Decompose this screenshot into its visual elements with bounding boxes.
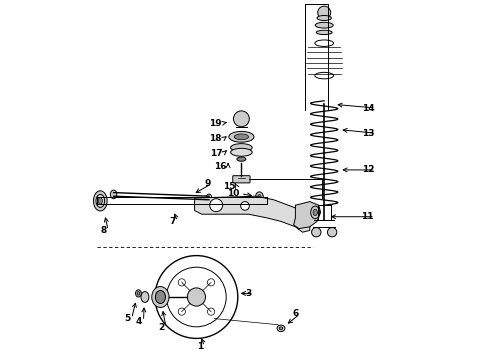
Ellipse shape	[317, 15, 331, 21]
Circle shape	[178, 279, 185, 286]
Circle shape	[241, 202, 249, 210]
Ellipse shape	[255, 192, 263, 203]
Ellipse shape	[136, 290, 141, 297]
Ellipse shape	[231, 144, 252, 152]
Text: 2: 2	[158, 323, 165, 332]
Text: 14: 14	[362, 104, 374, 113]
Ellipse shape	[206, 194, 212, 202]
Ellipse shape	[277, 325, 285, 332]
Ellipse shape	[258, 195, 261, 200]
Ellipse shape	[279, 327, 283, 330]
Circle shape	[327, 228, 337, 237]
Text: 13: 13	[362, 129, 374, 138]
Text: 15: 15	[222, 182, 235, 191]
Text: 8: 8	[100, 226, 107, 235]
Ellipse shape	[229, 131, 254, 142]
Ellipse shape	[155, 291, 166, 303]
Ellipse shape	[137, 292, 140, 295]
Ellipse shape	[96, 194, 104, 207]
Ellipse shape	[234, 134, 248, 140]
FancyBboxPatch shape	[233, 176, 250, 183]
Ellipse shape	[110, 190, 117, 199]
Polygon shape	[294, 202, 320, 229]
Text: 12: 12	[362, 166, 374, 175]
Ellipse shape	[237, 157, 246, 161]
Ellipse shape	[311, 206, 319, 219]
Text: 4: 4	[136, 317, 142, 325]
Ellipse shape	[313, 209, 318, 216]
Text: 11: 11	[361, 212, 374, 221]
Circle shape	[312, 228, 321, 237]
Text: 1: 1	[197, 342, 203, 351]
Text: 19: 19	[209, 119, 222, 128]
Circle shape	[210, 199, 222, 212]
Text: 17: 17	[210, 149, 222, 158]
Text: 10: 10	[227, 189, 239, 198]
Circle shape	[178, 308, 185, 315]
Ellipse shape	[316, 30, 332, 35]
Ellipse shape	[231, 148, 252, 156]
Polygon shape	[195, 196, 310, 232]
Text: 3: 3	[245, 289, 252, 298]
Text: 9: 9	[204, 179, 210, 188]
Circle shape	[187, 288, 205, 306]
Ellipse shape	[152, 287, 169, 307]
Circle shape	[207, 279, 215, 286]
Circle shape	[233, 111, 249, 127]
Ellipse shape	[94, 191, 107, 211]
Circle shape	[207, 308, 215, 315]
Ellipse shape	[98, 198, 102, 204]
Text: 18: 18	[209, 135, 222, 144]
Text: 7: 7	[170, 217, 176, 226]
Text: 5: 5	[124, 314, 130, 323]
Text: 16: 16	[214, 162, 227, 171]
Ellipse shape	[315, 22, 333, 28]
Text: 6: 6	[292, 310, 298, 319]
Circle shape	[318, 6, 331, 19]
Ellipse shape	[141, 292, 149, 302]
